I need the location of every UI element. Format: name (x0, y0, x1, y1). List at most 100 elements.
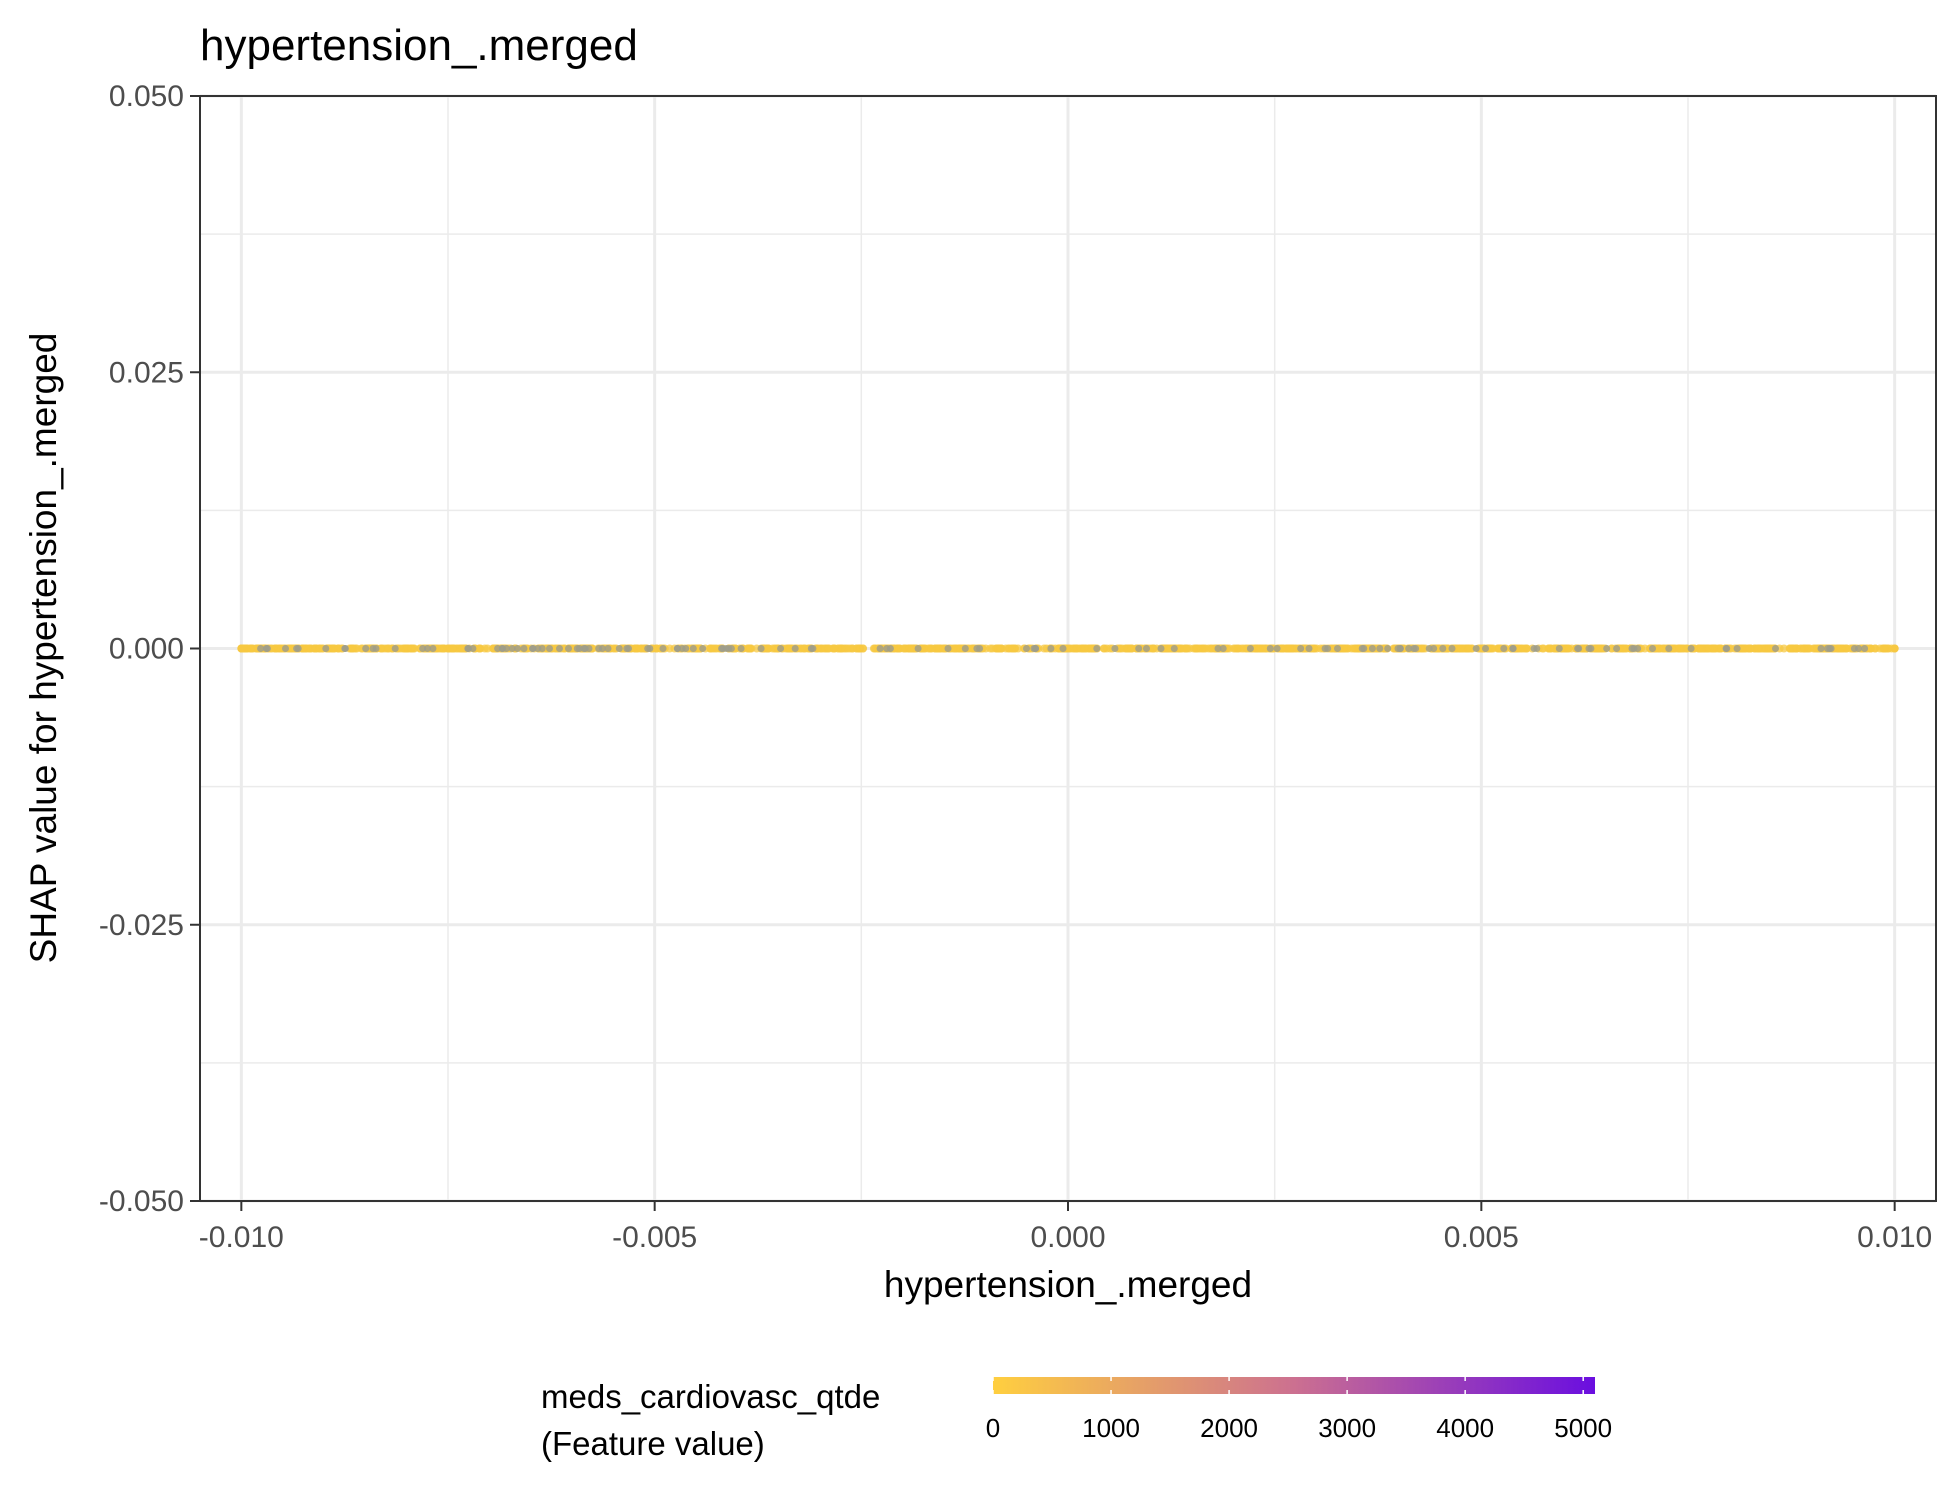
data-point (674, 645, 681, 652)
data-point (877, 645, 884, 652)
data-point (935, 645, 943, 653)
data-point (565, 645, 572, 652)
data-point (1369, 645, 1376, 652)
data-point (1634, 645, 1641, 652)
data-point (1871, 645, 1879, 653)
data-point (1828, 645, 1835, 652)
data-point (408, 645, 416, 653)
x-tick-label: -0.005 (612, 1221, 697, 1254)
data-point (1182, 645, 1190, 653)
data-point (1397, 645, 1404, 652)
data-point (644, 645, 651, 652)
data-point (859, 645, 867, 653)
x-axis: -0.010 -0.005 0.000 0.005 0.010 (199, 1201, 1932, 1254)
data-point (539, 645, 546, 652)
data-point (1556, 645, 1563, 652)
data-point (509, 645, 516, 652)
data-point (1449, 645, 1456, 652)
data-point (1267, 645, 1274, 652)
x-axis-title: hypertension_.merged (884, 1264, 1252, 1305)
data-point (924, 645, 932, 653)
data-point (1426, 645, 1433, 652)
data-point (1111, 645, 1118, 652)
data-point (1247, 645, 1254, 652)
data-point (616, 645, 623, 652)
data-point (546, 645, 553, 652)
data-point (580, 645, 587, 652)
data-point (887, 645, 894, 652)
x-tick-label: 0.005 (1444, 1221, 1519, 1254)
data-point (330, 645, 338, 653)
data-point (353, 645, 361, 653)
data-point (1405, 645, 1412, 652)
data-point (303, 645, 311, 653)
data-point (1376, 645, 1383, 652)
colorbar-tick-label: 0 (986, 1413, 1000, 1443)
data-point (1665, 645, 1672, 652)
data-point (682, 645, 689, 652)
data-point (448, 645, 456, 653)
data-point (1285, 645, 1293, 653)
data-point (846, 645, 854, 653)
data-point (1676, 645, 1684, 653)
data-point (996, 645, 1004, 653)
y-axis-title: SHAP value for hypertension_.merged (23, 333, 64, 964)
data-point (1040, 645, 1048, 653)
data-point (1190, 645, 1198, 653)
data-point (1023, 645, 1030, 652)
data-point (1100, 645, 1108, 653)
colorbar-tick-label: 2000 (1200, 1413, 1258, 1443)
data-point (1520, 645, 1528, 653)
y-tick-label: -0.050 (99, 1185, 184, 1218)
data-point (322, 645, 329, 652)
data-point (1754, 645, 1762, 653)
data-point (792, 645, 799, 652)
data-point (623, 645, 630, 652)
data-point (362, 645, 369, 652)
data-point (809, 645, 816, 652)
data-point (973, 645, 980, 652)
data-point (1613, 645, 1620, 652)
data-point (830, 645, 838, 653)
data-point (1596, 645, 1604, 653)
scatter-points (237, 645, 1898, 653)
y-axis: -0.050 -0.025 0.000 0.025 0.050 (99, 80, 200, 1218)
data-point (1509, 645, 1516, 652)
data-point (370, 645, 377, 652)
data-point (595, 645, 602, 652)
colorbar-tick-label: 5000 (1554, 1413, 1612, 1443)
data-point (800, 645, 808, 653)
data-point (1306, 645, 1313, 652)
data-point (1360, 645, 1367, 652)
x-tick-label: -0.010 (199, 1221, 284, 1254)
data-point (1880, 645, 1888, 653)
data-point (1482, 645, 1489, 652)
data-point (1586, 645, 1593, 652)
data-point (1127, 645, 1135, 653)
colorbar-gradient (993, 1377, 1595, 1394)
chart-title: hypertension_.merged (200, 21, 638, 70)
data-point (690, 645, 697, 652)
data-point (1259, 645, 1267, 653)
data-point (257, 645, 264, 652)
y-tick-label: 0.050 (109, 80, 184, 113)
data-point (723, 645, 730, 652)
data-point (1540, 645, 1548, 653)
data-point (1723, 645, 1730, 652)
data-point (1834, 645, 1842, 653)
data-point (1032, 645, 1039, 652)
colorbar-tick-label: 3000 (1318, 1413, 1376, 1443)
y-tick-label: 0.000 (109, 633, 184, 666)
data-point (1603, 645, 1610, 652)
colorbar-tick-label: 1000 (1082, 1413, 1140, 1443)
data-point (945, 645, 952, 652)
data-point (758, 645, 765, 652)
data-point (962, 645, 969, 652)
data-point (708, 645, 716, 653)
data-point (1500, 645, 1507, 652)
data-point (1215, 645, 1222, 652)
data-point (1531, 645, 1538, 652)
plot-area (200, 96, 1936, 1201)
data-point (1158, 645, 1165, 652)
data-point (988, 645, 996, 653)
